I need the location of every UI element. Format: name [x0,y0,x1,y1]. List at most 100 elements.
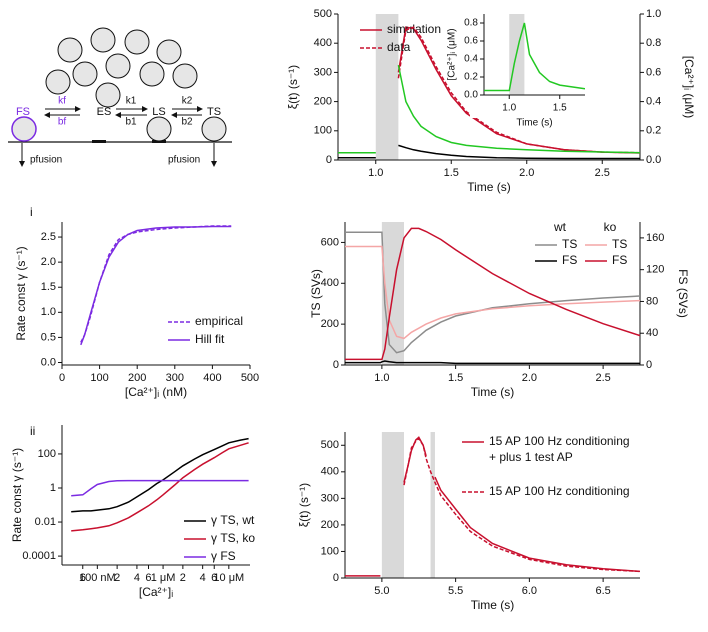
x-axis-label: Time (s) [471,385,515,399]
x-tick-label: 6 [211,572,217,584]
diagram: FS ES LS TS kf bf k1 b1 k2 b2 pfusion pf… [8,96,232,167]
x-axis-label: Time (s) [516,118,552,129]
legend-label: data [387,40,411,54]
series-line [338,144,640,160]
rate-label: kf [58,96,66,107]
y2-axis-label: [Ca²⁺]ᵢ (μM) [682,56,696,118]
legend-group: wt [553,220,567,234]
y-axis-label: ξ(t) (s⁻¹) [286,65,300,109]
legend-line: simulation [387,22,441,36]
legend-line: γ TS, wt [211,513,255,527]
state-label: LS [152,106,165,118]
reserve-vesicle [172,63,198,89]
x-tick-label: 6 [80,572,86,584]
rate-label: k2 [182,96,193,107]
y-tick-label: 1 [50,482,56,494]
x-tick-label: 2 [114,572,120,584]
x-tick-label: 10 μM [213,572,244,584]
y2-tick-label: 160 [646,232,664,244]
x-tick-label: 1.5 [448,372,463,384]
legend-label: Hill fit [195,332,225,346]
reserve-vesicle [95,82,121,108]
y2-tick-label: 0 [646,359,652,371]
y-tick-label: 600 [321,236,339,248]
y-tick-label: 0 [333,572,339,584]
legend-line: + plus 1 test AP [489,450,573,464]
legend-group: ko [604,220,617,234]
series-line [71,442,249,532]
y-tick-label: 400 [321,277,339,289]
x-tick-label: 2.0 [522,372,537,384]
y-tick-label: 0.4 [464,54,478,65]
x-tick-label: 1 μM [151,572,176,584]
chart: 1.0 1.5 0.0 0.2 0.4 0.6 0.8 Time (s) [Ca²⁺]ᵢ (μM… [447,14,585,129]
x-tick-label: 6.5 [595,585,610,597]
y2-tick-label: 0.2 [646,125,661,137]
y-axis-label: ξ(t) (s⁻¹) [297,483,311,527]
y-tick-label: 0.0 [41,356,56,368]
legend-line: γ TS, ko [211,531,255,545]
stimulus-shade [430,432,435,578]
rate-label: bf [58,117,67,128]
y-axis-label: TS (SVs) [309,269,323,318]
y2-tick-label: 1.0 [646,8,661,20]
reserve-vesicle [156,39,182,65]
reserve-vesicle [139,61,165,87]
y-tick-label: 0.8 [464,18,478,29]
y-tick-label: 0.6 [464,36,478,47]
series-line [484,22,585,92]
vesicle-ls [146,116,172,142]
state-label: TS [207,106,221,118]
y-tick-label: 2.0 [41,256,56,268]
x-tick-label: 6.0 [522,585,537,597]
rate-label: b2 [181,117,193,128]
x-tick-label: 1.5 [553,103,567,114]
vesicle-ts [201,116,227,142]
x-tick-label: 6 [145,572,151,584]
chart: 5.0 5.5 6.0 6.5 0 100 200 300 400 500 15 AP 100 Hz… [297,432,640,612]
state-label: FS [16,106,30,118]
y-tick-label: 100 [314,125,332,137]
x-tick-label: 5.5 [448,585,463,597]
fusion-label: pfusion [168,155,200,166]
y-tick-label: 200 [314,96,332,108]
y-axis-label: [Ca²⁺]ᵢ (μM) [447,28,458,80]
rate-label: k1 [126,96,137,107]
series-line [403,437,640,573]
legend-label: TS [562,237,577,251]
legend-line: FS [562,253,577,267]
series-line [71,437,249,513]
series-line [345,360,640,365]
y-tick-label: 400 [321,466,339,478]
y-tick-label: 0.0001 [22,550,56,562]
legend-line: data [387,40,411,54]
x-tick-label: 0 [59,372,65,384]
legend-label: 15 AP 100 Hz conditioning [489,484,630,498]
legend-line: TS [562,237,577,251]
y-tick-label: 200 [321,519,339,531]
panel-label: i [30,205,33,219]
reserve-vesicle [105,53,131,79]
x-tick-label: 1.0 [374,372,389,384]
reserve-vesicle [45,69,71,95]
stimulus-shade [381,432,404,578]
y-tick-label: 400 [314,37,332,49]
legend-label: simulation [387,22,441,36]
x-tick-label: 2 [180,572,186,584]
legend-label: FS [612,253,627,267]
rate-arrows [19,106,217,167]
legend-label: γ TS, wt [211,513,255,527]
y-tick-label: 0.0 [464,90,478,101]
y2-tick-label: 80 [646,295,658,307]
y2-tick-label: 0.0 [646,154,661,166]
panel-label: ii [30,424,35,438]
reserve-vesicle [90,27,116,53]
y-tick-label: 0.5 [41,331,56,343]
inset-bg [470,8,590,118]
x-tick-label: 2.5 [595,167,610,179]
legend-line: empirical [195,314,243,328]
x-tick-label: 5.0 [374,585,389,597]
x-axis-label: Time (s) [471,598,515,612]
vesicle-fs [11,116,37,142]
